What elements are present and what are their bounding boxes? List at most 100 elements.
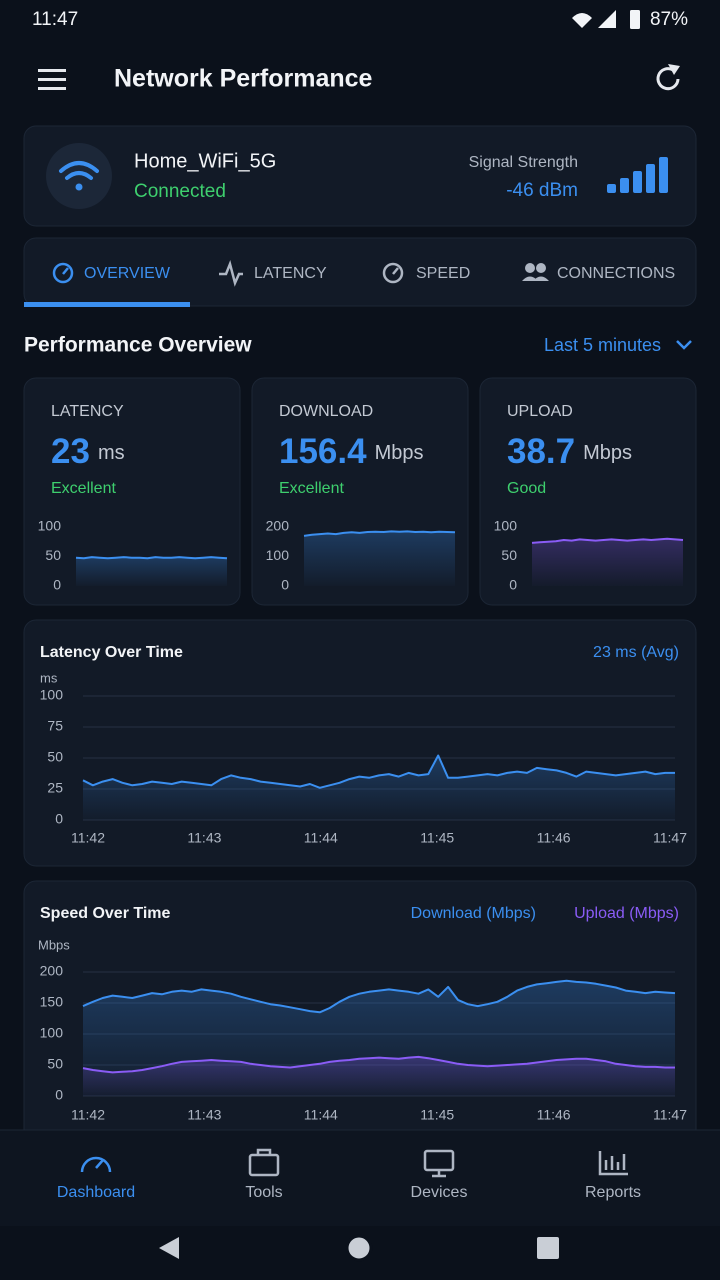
metric-unit: Mbps [375,442,424,464]
tab-label: LATENCY [254,265,327,282]
tab-connections[interactable]: CONNECTIONS [522,263,675,282]
nav-devices[interactable]: Devices [411,1149,468,1201]
metric-card [23,377,241,606]
wifi-icon [59,161,99,180]
tab-label: SPEED [416,265,470,282]
signal-value: -46 dBm [506,180,578,201]
recents-button[interactable] [537,1237,559,1259]
metric-unit: Mbps [583,442,632,464]
x-tick-label: 11:46 [537,830,571,846]
line [82,979,676,1014]
wifi-badge [46,143,112,209]
y-tick-label: 100 [266,547,290,563]
metric-value: 23 ms [51,432,125,471]
y-tick-label: 0 [53,577,61,593]
y-tick-label: 50 [47,1056,63,1072]
x-tick-label: 11:46 [537,1107,571,1123]
chart-title: Latency Over Time [40,644,183,661]
metric-number: 38.7 [507,432,575,471]
y-tick-label: 200 [40,963,64,979]
y-tick-label: 150 [40,994,64,1010]
area [76,557,227,586]
area [304,531,455,586]
x-tick-label: 11:42 [71,1107,105,1123]
home-button[interactable] [345,1234,373,1262]
network-status: Connected [134,181,226,202]
metric-unit: ms [98,442,125,464]
battery-icon [630,10,640,29]
nav-label: Dashboard [57,1184,135,1201]
area [532,538,683,586]
metric-number: 23 [51,432,90,471]
y-tick-label: 100 [38,518,62,534]
y-tick-label: 0 [55,1087,63,1103]
refresh-button[interactable] [656,64,680,91]
page-title: Network Performance [114,65,373,93]
tab-overview[interactable]: OVERVIEW [52,262,171,284]
area [83,1056,675,1096]
chart-title: Speed Over Time [40,905,171,922]
y-tick-label: 100 [494,518,518,534]
y-axis-unit: Mbps [38,937,70,952]
tab-latency[interactable]: LATENCY [219,260,327,287]
y-tick-label: 50 [45,547,61,563]
metric-label: LATENCY [51,403,124,420]
line [531,537,684,544]
y-tick-label: 200 [266,518,290,534]
y-tick-label: 50 [501,547,517,563]
metric-rating: Good [507,480,546,497]
range-selector[interactable]: Last 5 minutes [544,335,692,355]
metric-value: 38.7 Mbps [507,432,632,471]
y-tick-label: 75 [47,718,63,734]
y-tick-label: 100 [40,687,64,703]
wifi-status-icon [572,13,592,28]
cell-status-icon [598,10,616,28]
wifi-dot [75,183,83,191]
nav-label: Reports [585,1184,641,1201]
x-tick-label: 11:45 [420,1107,454,1123]
x-tick-label: 11:44 [304,830,338,846]
chart-summary: 23 ms (Avg) [593,644,679,661]
line [75,556,228,560]
x-tick-label: 11:47 [653,1107,687,1123]
y-tick-label: 0 [509,577,517,593]
tab-speed[interactable]: SPEED [382,262,470,284]
network-card [23,125,697,227]
tab-label: OVERVIEW [84,265,171,282]
legend-entry: Upload (Mbps) [574,905,679,922]
line [82,1055,675,1074]
y-tick-label: 0 [281,577,289,593]
y-axis-unit: ms [40,670,58,685]
nav-label: Devices [411,1184,468,1201]
y-tick-label: 25 [47,780,63,796]
back-button[interactable] [159,1237,179,1259]
metric-label: DOWNLOAD [279,403,373,420]
y-tick-label: 50 [47,749,63,765]
signal-label: Signal Strength [469,154,578,171]
x-tick-label: 11:47 [653,830,687,846]
metric-rating: Excellent [279,480,344,497]
line [303,530,456,537]
tab-label: CONNECTIONS [557,265,675,282]
metric-label: UPLOAD [507,403,573,420]
x-tick-label: 11:44 [304,1107,338,1123]
battery-percent: 87% [650,9,688,30]
metric-value: 156.4 Mbps [279,432,424,471]
metric-number: 156.4 [279,432,367,471]
y-tick-label: 100 [40,1025,64,1041]
section-title: Performance Overview [24,334,252,357]
x-tick-label: 11:43 [187,830,221,846]
x-tick-label: 11:43 [187,1107,221,1123]
y-tick-label: 0 [55,811,63,827]
active-tab-indicator [24,302,190,307]
legend-entry: Download (Mbps) [411,905,536,922]
nav-dashboard[interactable]: Dashboard [57,1156,135,1201]
area [83,755,675,820]
menu-button[interactable] [38,69,66,90]
nav-label: Tools [245,1184,282,1201]
line [82,754,675,789]
nav-tools[interactable]: Tools [245,1148,283,1201]
tab-bar [23,237,697,307]
nav-reports[interactable]: Reports [585,1151,641,1201]
